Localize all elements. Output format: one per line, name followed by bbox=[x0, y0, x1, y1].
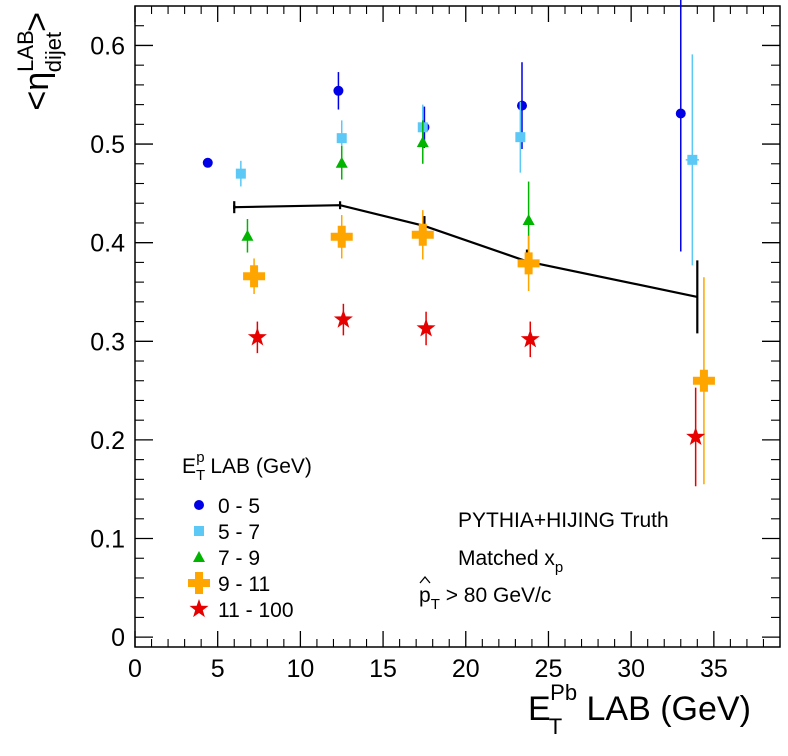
data-point bbox=[243, 265, 266, 288]
legend-label: 5 - 7 bbox=[218, 521, 260, 544]
y-tick-label: 0 bbox=[111, 624, 125, 652]
x-tick-label: 20 bbox=[452, 655, 480, 683]
axis-ticks: 0 5 10 15 20 25 30 35 0 0.1 0.2 0.3 0.4 0.5 0.6 bbox=[90, 6, 780, 683]
line-series bbox=[233, 201, 699, 334]
data-point bbox=[247, 327, 267, 346]
y-tick-label: 0.4 bbox=[90, 230, 125, 258]
x-tick-label: 35 bbox=[700, 655, 728, 683]
data-point bbox=[330, 225, 353, 248]
data-point bbox=[692, 369, 715, 392]
data-point bbox=[686, 426, 706, 446]
y-tick-label: 0.1 bbox=[90, 526, 125, 554]
hat-icon bbox=[419, 575, 431, 584]
data-point bbox=[517, 100, 527, 111]
legend-marker bbox=[194, 526, 204, 536]
plot-frame bbox=[134, 5, 781, 648]
x-tick-label: 25 bbox=[535, 655, 563, 683]
annotation-matched: Matched xp bbox=[458, 547, 563, 576]
y-tick-label: 0.2 bbox=[90, 427, 125, 455]
data-point bbox=[411, 223, 434, 246]
x-tick-label: 0 bbox=[128, 655, 142, 683]
data-point bbox=[522, 213, 535, 225]
data-point bbox=[520, 329, 540, 348]
legend-marker bbox=[193, 551, 205, 562]
x-tick-label: 10 bbox=[286, 655, 314, 683]
x-axis-title: ETPb LAB (GeV) bbox=[528, 680, 751, 739]
y-tick-label: 0.3 bbox=[90, 328, 125, 356]
data-point bbox=[517, 252, 540, 275]
series-7-9 bbox=[241, 120, 535, 259]
x-tick-label: 5 bbox=[211, 655, 225, 683]
data-point bbox=[333, 309, 353, 328]
data-point bbox=[241, 229, 254, 241]
annotations: PYTHIA+HIJING Truth Matched xp pT > 80 G… bbox=[419, 509, 669, 613]
legend-label: 9 - 11 bbox=[218, 573, 270, 596]
legend-label: 7 - 9 bbox=[218, 547, 260, 570]
legend-entry: 11 - 100 bbox=[189, 599, 294, 622]
legend-marker bbox=[194, 500, 204, 510]
annotation-pt-cut: pT > 80 GeV/c bbox=[419, 584, 551, 613]
data-point bbox=[336, 133, 347, 144]
data-point bbox=[333, 85, 344, 96]
series-5-7 bbox=[235, 54, 699, 266]
series-9-11 bbox=[243, 210, 715, 485]
scatter-series bbox=[202, 0, 715, 487]
data-point bbox=[335, 156, 348, 168]
data-point bbox=[416, 318, 436, 337]
legend-header: ETp LAB (GeV) bbox=[182, 449, 312, 484]
legend-entry: 7 - 9 bbox=[193, 547, 260, 570]
legend-entry: 9 - 11 bbox=[188, 572, 270, 596]
data-point bbox=[515, 132, 526, 143]
legend-label: 0 - 5 bbox=[218, 495, 260, 518]
legend-label: 11 - 100 bbox=[218, 599, 294, 622]
data-point bbox=[687, 154, 698, 165]
inclusive-line bbox=[234, 204, 698, 298]
data-point bbox=[675, 108, 686, 119]
series-0-5 bbox=[202, 0, 686, 252]
legend-marker bbox=[189, 599, 209, 618]
series-11-100 bbox=[247, 303, 706, 487]
data-point bbox=[235, 168, 246, 179]
x-tick-label: 30 bbox=[617, 655, 645, 683]
y-tick-label: 0.5 bbox=[90, 131, 125, 159]
legend-entry: 5 - 7 bbox=[194, 521, 260, 544]
legend-entry: 0 - 5 bbox=[194, 495, 260, 518]
annotation-generator: PYTHIA+HIJING Truth bbox=[458, 509, 669, 532]
legend: ETp LAB (GeV) 0 - 5 5 - 7 7 - 9 9 - 11 11 - … bbox=[182, 449, 312, 622]
y-axis-title: <ηLAB dijet> bbox=[13, 12, 66, 111]
data-point bbox=[416, 136, 429, 148]
data-point bbox=[202, 157, 213, 168]
x-tick-label: 15 bbox=[369, 655, 397, 683]
legend-marker bbox=[188, 572, 210, 594]
y-tick-label: 0.6 bbox=[90, 32, 125, 60]
